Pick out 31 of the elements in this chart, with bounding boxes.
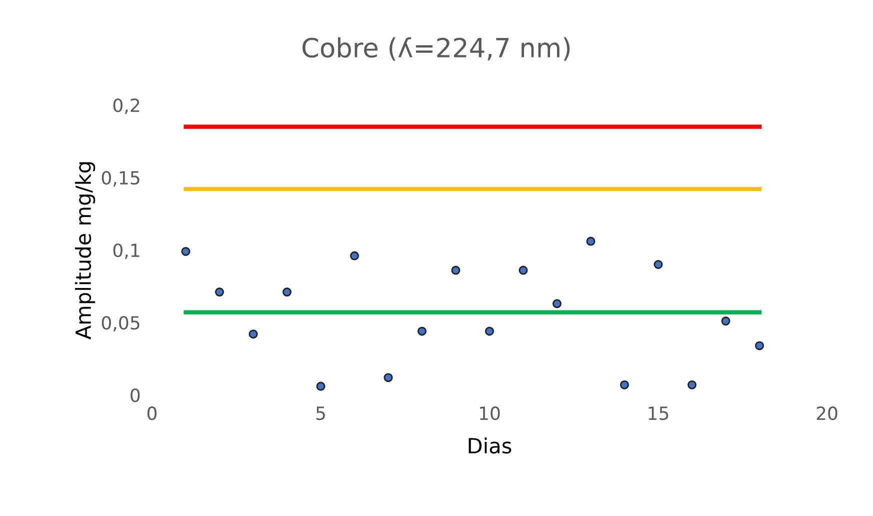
point — [418, 326, 426, 336]
point — [654, 260, 663, 269]
y-tick-label: 0,2 — [113, 98, 140, 114]
y-tick-label: 0,1 — [113, 243, 140, 259]
x-tick-label: 20 — [816, 406, 838, 420]
point — [350, 251, 359, 260]
y-axis-title: Amplitude mg/kg — [74, 162, 96, 340]
point — [451, 266, 460, 275]
point — [518, 266, 528, 275]
point — [181, 246, 190, 256]
point — [282, 288, 292, 297]
point — [755, 341, 764, 350]
y-tick-label: 0,05 — [102, 316, 140, 332]
x-tick-label: 15 — [648, 406, 668, 420]
x-tick-label: 0 — [147, 406, 157, 420]
x-tick-label: 5 — [316, 406, 325, 420]
point — [248, 330, 258, 339]
chart-title: Cobre (ʎ=224,7 nm) — [302, 37, 570, 61]
point — [316, 382, 326, 391]
point — [215, 288, 224, 297]
point — [721, 316, 730, 326]
point — [485, 326, 494, 336]
point — [384, 373, 393, 382]
point — [586, 236, 596, 246]
y-tick-label: 0,15 — [102, 170, 140, 186]
point — [620, 380, 629, 390]
x-tick-label: 10 — [480, 406, 500, 420]
point — [688, 380, 696, 390]
y-tick-label: 0 — [130, 388, 140, 402]
point — [552, 299, 562, 308]
x-axis-title: Dias — [468, 437, 512, 454]
